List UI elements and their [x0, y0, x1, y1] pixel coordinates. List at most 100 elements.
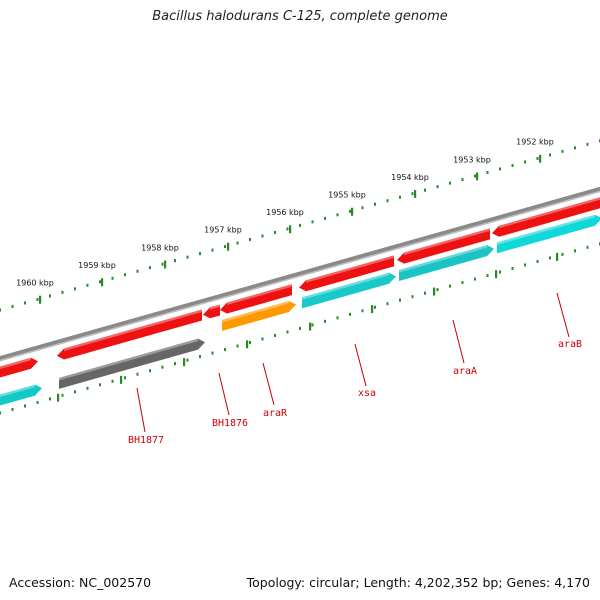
gene-label: araA: [453, 366, 477, 377]
cds-arrow: [0, 384, 42, 406]
cds-arrow-highlight: [499, 197, 600, 229]
ruler-tick: [495, 270, 498, 279]
cds-arrow: [59, 338, 205, 389]
ruler-dot: [274, 333, 276, 337]
ruler-dot: [549, 153, 551, 157]
ruler-dot: [411, 295, 414, 299]
ruler-dot: [149, 369, 151, 373]
cds-arrow-body: [399, 245, 494, 281]
cds-arrow-body: [57, 309, 202, 360]
cds-arrow-highlight: [399, 245, 487, 273]
ruler-dot: [449, 284, 451, 288]
ruler-dot: [0, 411, 1, 415]
cds-arrow-highlight: [497, 214, 595, 245]
genome-backbone: [0, 186, 600, 362]
ruler-dot: [386, 199, 389, 203]
cds-arrow-body: [203, 304, 220, 319]
ruler-tick: [227, 242, 230, 251]
ruler-dot: [49, 294, 51, 298]
ruler-dot: [561, 252, 564, 256]
ruler-tick: [39, 295, 42, 304]
cds-arrow: [299, 255, 394, 292]
kbp-label: 1957 kbp: [204, 226, 242, 235]
ruler-dot: [136, 269, 139, 273]
cds-arrow: [222, 301, 296, 331]
cds-arrow-highlight: [64, 309, 202, 351]
ruler-tick: [246, 340, 249, 349]
ruler-dot: [474, 174, 476, 178]
ruler-dot: [199, 355, 201, 359]
gene-label: araB: [558, 339, 582, 350]
ruler-dot: [461, 281, 464, 285]
ruler-dot: [336, 316, 339, 320]
ruler-dot: [224, 245, 226, 249]
ruler-dot: [411, 192, 414, 196]
ruler-dot: [424, 291, 426, 295]
map-title: Bacillus halodurans C-125, complete geno…: [152, 9, 448, 24]
cds-arrow: [57, 309, 202, 360]
cds-arrow-body: [220, 284, 292, 314]
ruler-dot: [136, 372, 139, 376]
ruler-dot: [311, 220, 314, 224]
ruler-dot: [586, 142, 589, 146]
ruler-dot: [299, 223, 301, 227]
ruler-dot: [111, 379, 114, 383]
ruler-dot: [86, 283, 89, 287]
ruler-dot: [499, 167, 501, 171]
ruler-dot: [86, 386, 89, 390]
ruler-tick: [183, 358, 186, 367]
gene-leader-line: [136, 387, 146, 433]
ruler-dot: [436, 288, 439, 292]
ruler-tick: [476, 172, 479, 181]
ruler-tick: [539, 154, 542, 163]
feature-track: [0, 197, 600, 406]
ruler-dot: [536, 156, 539, 160]
gene-label: araR: [263, 408, 288, 419]
ruler-dot: [474, 277, 476, 281]
ruler-dot: [574, 146, 576, 150]
cds-arrow: [203, 304, 220, 319]
ruler-tick: [120, 375, 123, 384]
ruler-tick: [101, 278, 104, 287]
ruler-dot: [324, 216, 326, 220]
kbp-ruler: 1952 kbp 1953 kbp 1954 kbp 1955 kbp 1956 kbp…: [0, 138, 600, 415]
gene-label: BH1876: [212, 418, 248, 429]
kbp-label: 1955 kbp: [328, 191, 366, 200]
gene-labels: araB araA xsa araR BH1876 BH1877: [128, 292, 582, 446]
gene-leader-line: [452, 319, 465, 364]
ruler-dot: [36, 400, 39, 404]
cds-arrow-body: [59, 338, 205, 389]
ruler-dot: [186, 358, 189, 362]
genome-summary-text: Topology: circular; Length: 4,202,352 bp…: [246, 575, 590, 590]
ruler-dot: [486, 171, 489, 175]
ruler-dot: [111, 276, 114, 280]
cds-arrow: [399, 245, 494, 281]
ruler-dot: [74, 390, 76, 394]
gene-label: xsa: [358, 388, 376, 399]
ruler-dot: [124, 376, 126, 380]
ruler-dot: [249, 238, 251, 241]
ruler-dot: [536, 259, 539, 263]
ruler-tick: [351, 207, 354, 216]
cds-arrow-highlight: [306, 255, 394, 283]
kbp-label: 1960 kbp: [16, 279, 54, 288]
ruler-dot: [74, 287, 76, 291]
ruler-tick: [57, 393, 60, 402]
ruler-dot: [336, 213, 339, 217]
ruler-dot: [349, 209, 351, 213]
ruler-dot: [461, 178, 464, 182]
cds-arrow-body: [397, 228, 490, 264]
ruler-dot: [236, 241, 239, 245]
ruler-dot: [286, 330, 289, 334]
backbone-line: [0, 186, 600, 360]
kbp-label: 1958 kbp: [141, 243, 179, 252]
ruler-dot: [311, 323, 314, 327]
ruler-dot: [511, 163, 514, 167]
ruler-tick: [309, 322, 312, 331]
ruler-dot: [524, 263, 526, 267]
kbp-label: 1956 kbp: [266, 208, 304, 217]
ruler-dot: [161, 365, 164, 369]
ruler-dot: [436, 185, 439, 189]
cds-arrow-body: [492, 197, 600, 237]
